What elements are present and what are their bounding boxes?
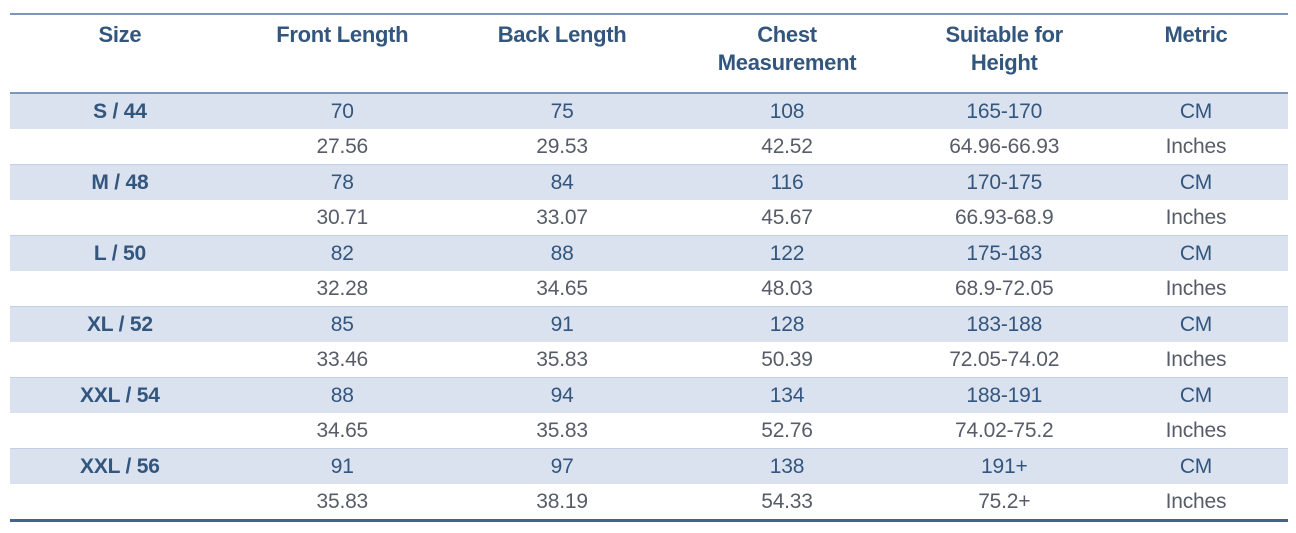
height-cell: 191+ bbox=[904, 448, 1104, 484]
metric-cell: Inches bbox=[1165, 206, 1227, 229]
chest-cell: 122 bbox=[669, 235, 905, 271]
front-length-cell: 30.71 bbox=[316, 206, 369, 229]
height-cell: 66.93-68.9 bbox=[955, 206, 1054, 229]
back-length-cell: 38.19 bbox=[536, 490, 588, 513]
size-cell: XXL / 54 bbox=[10, 377, 230, 413]
metric-cell: Inches bbox=[1165, 277, 1227, 300]
front-length-cell: 78 bbox=[229, 164, 455, 200]
metric-cell: CM bbox=[1103, 306, 1288, 342]
height-cell: 183-188 bbox=[904, 306, 1104, 342]
header-row: Size Front Length Back Length Chest Meas… bbox=[10, 14, 1288, 94]
height-cell: 72.05-74.02 bbox=[949, 348, 1060, 371]
height-cell: 175-183 bbox=[904, 235, 1104, 271]
chest-cell: 116 bbox=[669, 164, 905, 200]
height-cell: 68.9-72.05 bbox=[955, 277, 1054, 300]
back-length-cell: 84 bbox=[454, 164, 670, 200]
table-row-xxl56-cm: XXL / 56 91 97 138 191+ CM bbox=[10, 448, 1288, 484]
col-header-back-length: Back Length bbox=[454, 14, 670, 94]
size-cell bbox=[10, 271, 230, 307]
chest-cell: 50.39 bbox=[761, 348, 813, 371]
back-length-cell: 97 bbox=[454, 448, 670, 484]
size-chart-table: Size Front Length Back Length Chest Meas… bbox=[10, 13, 1288, 522]
metric-cell: Inches bbox=[1165, 135, 1227, 158]
table-row-xl52-cm: XL / 52 85 91 128 183-188 CM bbox=[10, 306, 1288, 342]
table-row-s44-inches: 27.56 29.53 42.52 64.96-66.93 Inches bbox=[10, 129, 1288, 165]
back-length-cell: 33.07 bbox=[536, 206, 588, 229]
chest-cell: 128 bbox=[669, 306, 905, 342]
front-length-cell: 91 bbox=[229, 448, 455, 484]
front-length-cell: 34.65 bbox=[316, 419, 369, 442]
col-header-size: Size bbox=[10, 14, 230, 94]
metric-cell: CM bbox=[1103, 235, 1288, 271]
col-header-front-length-label: Front Length bbox=[276, 22, 409, 47]
size-cell: XXL / 56 bbox=[10, 448, 230, 484]
metric-cell: Inches bbox=[1165, 419, 1227, 442]
back-length-cell: 29.53 bbox=[536, 135, 588, 158]
table-row-xxl54-inches: 34.65 35.83 52.76 74.02-75.2 Inches bbox=[10, 413, 1288, 449]
table-row-s44-cm: S / 44 70 75 108 165-170 CM bbox=[10, 92, 1288, 129]
back-length-cell: 91 bbox=[454, 306, 670, 342]
col-header-metric: Metric bbox=[1103, 14, 1288, 94]
front-length-cell: 32.28 bbox=[316, 277, 369, 300]
back-length-cell: 94 bbox=[454, 377, 670, 413]
chest-cell: 48.03 bbox=[761, 277, 813, 300]
table-row-xl52-inches: 33.46 35.83 50.39 72.05-74.02 Inches bbox=[10, 342, 1288, 378]
back-length-cell: 35.83 bbox=[536, 348, 588, 371]
chest-cell: 138 bbox=[669, 448, 905, 484]
col-header-size-label: Size bbox=[98, 22, 142, 47]
chest-cell: 42.52 bbox=[761, 135, 813, 158]
size-cell: S / 44 bbox=[10, 92, 230, 129]
table-row-l50-cm: L / 50 82 88 122 175-183 CM bbox=[10, 235, 1288, 271]
front-length-cell: 35.83 bbox=[316, 490, 369, 513]
front-length-cell: 33.46 bbox=[316, 348, 369, 371]
table-row-xxl56-inches: 35.83 38.19 54.33 75.2+ Inches bbox=[10, 484, 1288, 521]
size-cell bbox=[10, 129, 230, 165]
metric-cell: Inches bbox=[1165, 348, 1227, 371]
chest-cell: 52.76 bbox=[761, 419, 813, 442]
chest-cell: 45.67 bbox=[761, 206, 813, 229]
col-header-metric-label: Metric bbox=[1164, 22, 1228, 47]
size-cell bbox=[10, 200, 230, 236]
col-header-suitable-for-height-label: Suitable for Height bbox=[945, 22, 1064, 75]
col-header-chest-measurement-label: Chest Measurement bbox=[717, 22, 857, 75]
front-length-cell: 82 bbox=[229, 235, 455, 271]
back-length-cell: 34.65 bbox=[536, 277, 588, 300]
height-cell: 165-170 bbox=[904, 92, 1104, 129]
back-length-cell: 35.83 bbox=[536, 419, 588, 442]
size-cell bbox=[10, 484, 230, 521]
chest-cell: 134 bbox=[669, 377, 905, 413]
front-length-cell: 70 bbox=[229, 92, 455, 129]
metric-cell: CM bbox=[1103, 92, 1288, 129]
size-cell: M / 48 bbox=[10, 164, 230, 200]
height-cell: 170-175 bbox=[904, 164, 1104, 200]
metric-cell: CM bbox=[1103, 164, 1288, 200]
table-row-m48-cm: M / 48 78 84 116 170-175 CM bbox=[10, 164, 1288, 200]
chest-cell: 54.33 bbox=[761, 490, 813, 513]
size-cell: XL / 52 bbox=[10, 306, 230, 342]
table-row-l50-inches: 32.28 34.65 48.03 68.9-72.05 Inches bbox=[10, 271, 1288, 307]
height-cell: 74.02-75.2 bbox=[955, 419, 1054, 442]
col-header-front-length: Front Length bbox=[229, 14, 455, 94]
metric-cell: CM bbox=[1103, 448, 1288, 484]
size-cell bbox=[10, 413, 230, 449]
height-cell: 188-191 bbox=[904, 377, 1104, 413]
metric-cell: CM bbox=[1103, 377, 1288, 413]
col-header-back-length-label: Back Length bbox=[497, 22, 627, 47]
back-length-cell: 75 bbox=[454, 92, 670, 129]
height-cell: 64.96-66.93 bbox=[949, 135, 1060, 158]
size-cell bbox=[10, 342, 230, 378]
metric-cell: Inches bbox=[1165, 490, 1227, 513]
height-cell: 75.2+ bbox=[978, 490, 1031, 513]
table-row-m48-inches: 30.71 33.07 45.67 66.93-68.9 Inches bbox=[10, 200, 1288, 236]
front-length-cell: 88 bbox=[229, 377, 455, 413]
size-chart-container: Size Front Length Back Length Chest Meas… bbox=[10, 13, 1288, 522]
front-length-cell: 27.56 bbox=[316, 135, 369, 158]
back-length-cell: 88 bbox=[454, 235, 670, 271]
front-length-cell: 85 bbox=[229, 306, 455, 342]
col-header-chest-measurement: Chest Measurement bbox=[669, 14, 905, 94]
col-header-suitable-for-height: Suitable for Height bbox=[904, 14, 1104, 94]
chest-cell: 108 bbox=[669, 92, 905, 129]
size-cell: L / 50 bbox=[10, 235, 230, 271]
table-row-xxl54-cm: XXL / 54 88 94 134 188-191 CM bbox=[10, 377, 1288, 413]
